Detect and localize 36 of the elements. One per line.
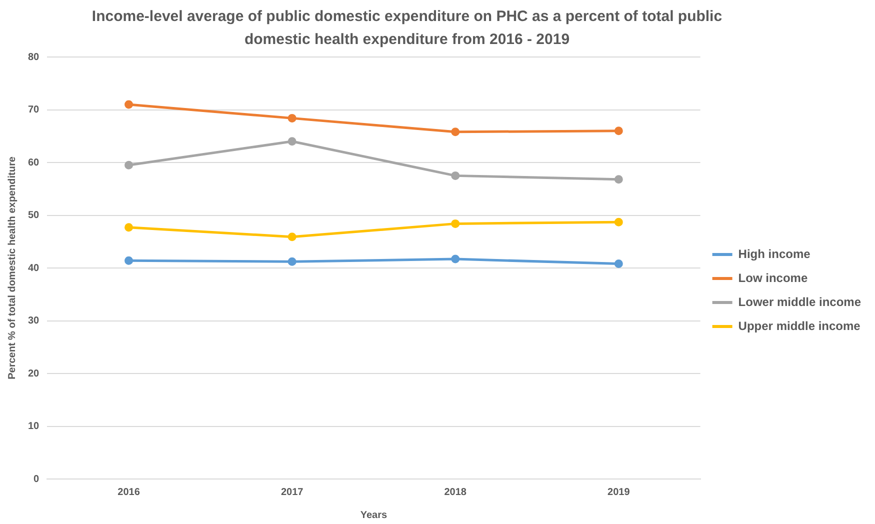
y-tick-label: 50 (28, 210, 40, 221)
point (288, 137, 296, 146)
point (124, 160, 134, 170)
point (288, 232, 296, 242)
point (451, 254, 460, 264)
y-tick-label: 80 (28, 52, 40, 63)
point (451, 128, 460, 136)
point (451, 171, 460, 180)
y-tick-label: 20 (28, 368, 40, 380)
point (124, 100, 134, 109)
point (614, 260, 623, 268)
y-tick-label: 0 (34, 474, 40, 485)
y-tick-label: 40 (28, 262, 40, 274)
y-tick-label: 30 (28, 316, 40, 326)
y-tick-label: 10 (28, 421, 40, 432)
x-tick-label: 2016 (118, 486, 140, 498)
x-tick-label: 2017 (280, 486, 304, 498)
point (614, 218, 623, 226)
legend-label: Lower middle income (738, 294, 862, 309)
x-axis-title: Years (360, 510, 388, 521)
point (614, 126, 623, 136)
point (288, 114, 296, 122)
y-axis-title: Percent % of total domestic health expenditure (6, 156, 18, 380)
point (451, 219, 460, 228)
y-tick-label: 60 (28, 157, 40, 168)
point (614, 175, 623, 184)
legend-label: Low income (738, 270, 808, 285)
chart-title: Income-level average of public domestic expenditure on PHC as a percent of total public domestic health expenditure from 2016 - 2019 (90, 7, 724, 50)
point (124, 256, 134, 265)
point (124, 223, 134, 232)
legend-label: High income (738, 246, 811, 261)
point (288, 257, 296, 266)
x-tick-label: 2019 (608, 486, 630, 498)
legend-label: Upper middle income (738, 318, 861, 333)
y-tick-label: 70 (28, 104, 40, 116)
x-tick-label: 2018 (444, 486, 467, 498)
